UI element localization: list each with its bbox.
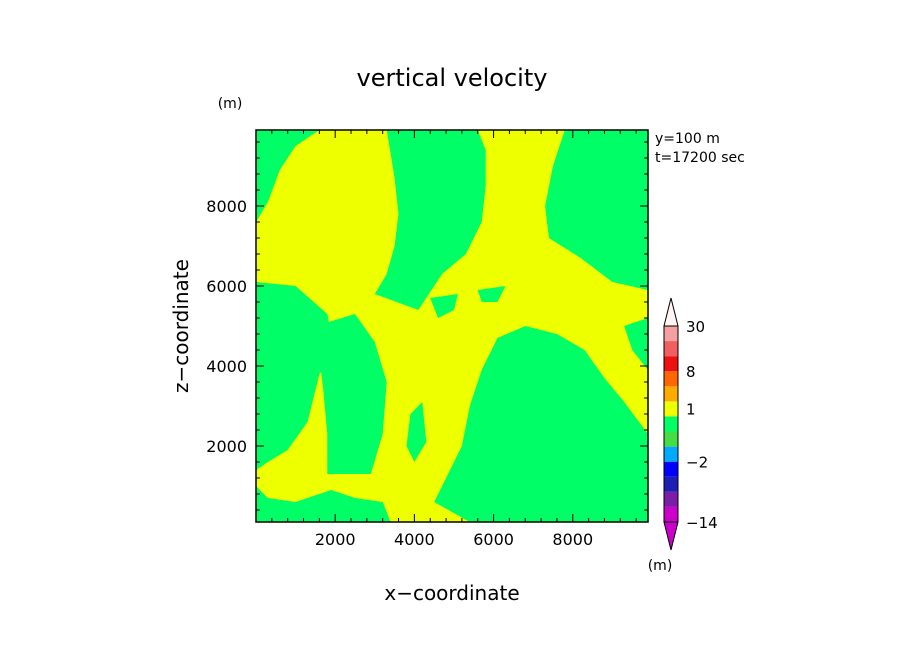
colorbar-frame bbox=[663, 325, 679, 523]
contour-region-4 bbox=[256, 282, 336, 470]
contour-region-6 bbox=[256, 486, 391, 522]
y-unit-label: (m) bbox=[218, 96, 243, 112]
colorbar-lower-arrow bbox=[663, 521, 679, 551]
colorbar-tick-label: −2 bbox=[686, 454, 708, 472]
colorbar-segment bbox=[664, 491, 678, 507]
colorbar-segment bbox=[664, 431, 678, 447]
colorbar-segment bbox=[664, 371, 678, 387]
colorbar-segment bbox=[664, 326, 678, 342]
axis-ticks: 2000 4000 6000 8000 2000 4000 6000 8000 bbox=[206, 130, 648, 549]
contour-region-1 bbox=[256, 130, 320, 222]
x-tick-label: 2000 bbox=[315, 530, 356, 549]
contour-region-5 bbox=[315, 314, 387, 474]
x-tick-label: 6000 bbox=[473, 530, 514, 549]
colorbar-segment bbox=[664, 401, 678, 417]
y-tick-label: 4000 bbox=[206, 357, 247, 376]
colorbar-segment bbox=[664, 356, 678, 372]
colorbar-segment bbox=[664, 506, 678, 522]
contour-region-3 bbox=[545, 130, 648, 290]
colorbar-upper-arrow bbox=[663, 297, 679, 327]
colorbar-unit: (m) bbox=[648, 558, 673, 574]
colorbar-segment bbox=[664, 461, 678, 477]
colorbar-segment bbox=[664, 341, 678, 357]
colorbar-segment bbox=[664, 416, 678, 432]
contour-region-9 bbox=[406, 402, 427, 462]
colorbar-tick-label: 8 bbox=[686, 363, 696, 381]
y-tick-label: 2000 bbox=[206, 437, 247, 456]
colorbar: 30 8 1 −2 −14 bbox=[663, 297, 718, 551]
plot-area: 2000 4000 6000 8000 2000 4000 6000 8000 bbox=[206, 129, 649, 549]
contour-region-11 bbox=[477, 286, 506, 302]
y-tick-label: 6000 bbox=[206, 277, 247, 296]
y-axis-label: z−coordinate bbox=[169, 259, 193, 393]
colorbar-segment bbox=[664, 476, 678, 492]
info-line-y: y=100 m bbox=[655, 131, 720, 147]
x-axis-label: x−coordinate bbox=[384, 581, 519, 605]
chart-title: vertical velocity bbox=[357, 64, 548, 92]
x-tick-label: 4000 bbox=[394, 530, 435, 549]
colorbar-segment bbox=[664, 446, 678, 462]
x-tick-label: 8000 bbox=[552, 530, 593, 549]
contour-region-2 bbox=[374, 130, 486, 310]
contour-field bbox=[256, 130, 648, 522]
info-line-t: t=17200 sec bbox=[655, 150, 745, 166]
contour-region-8 bbox=[624, 318, 648, 370]
contour-region-7 bbox=[434, 326, 648, 522]
colorbar-tick-label: −14 bbox=[686, 514, 718, 532]
plot-frame bbox=[255, 129, 649, 523]
contour-region-10 bbox=[430, 294, 458, 318]
colorbar-tick-label: 1 bbox=[686, 400, 696, 418]
colorbar-tick-label: 30 bbox=[686, 318, 705, 336]
y-tick-label: 8000 bbox=[206, 197, 247, 216]
colorbar-segment bbox=[664, 386, 678, 402]
